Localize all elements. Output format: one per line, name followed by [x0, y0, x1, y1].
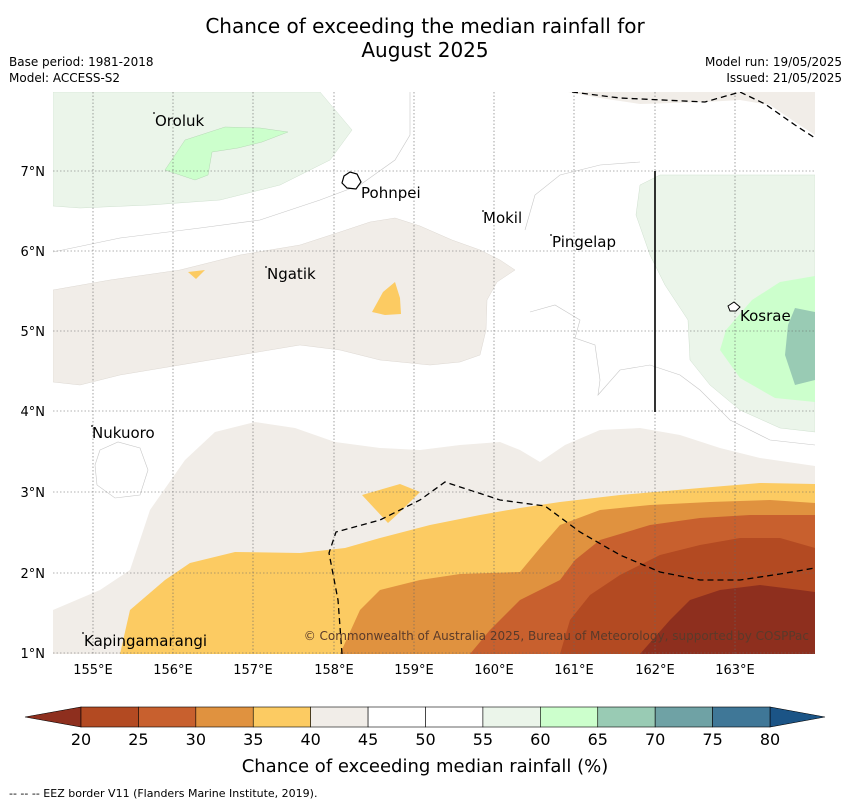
- contour-line-b: [524, 161, 641, 231]
- colorbar-tick-label: 65: [588, 730, 608, 749]
- lon-label: 161°E: [554, 663, 594, 678]
- colorbar-segment: [712, 706, 771, 728]
- probability-shading: [53, 92, 815, 654]
- lat-label: 6°N: [21, 245, 46, 260]
- place-labels: Oroluk Pohnpei Mokil Pingelap Ngatik Kos…: [82, 112, 791, 650]
- place-label-kapingamarangi: Kapingamarangi: [84, 632, 207, 650]
- lon-label: 159°E: [394, 663, 434, 678]
- top-right-40-45: [568, 92, 815, 135]
- model-label: Model: ACCESS-S2: [9, 71, 121, 85]
- colorbar-under-extension: [24, 706, 82, 728]
- colorbar-tick-label: 30: [186, 730, 206, 749]
- place-label-mokil: Mokil: [483, 209, 522, 227]
- east-region-65-70: [785, 308, 815, 385]
- colorbar-segment: [425, 706, 484, 728]
- colorbar-tick-label: 55: [473, 730, 493, 749]
- colorbar-tick-label: 40: [300, 730, 320, 749]
- colorbar-segment: [310, 706, 369, 728]
- contour-line-d: [94, 441, 149, 499]
- colorbar-segment: [138, 706, 197, 728]
- contour-line-c: [529, 304, 815, 446]
- colorbar-over-extension: [769, 706, 826, 728]
- pohnpei-island-shape: [341, 171, 362, 190]
- lat-label: 5°N: [21, 325, 46, 340]
- colorbar-segment: [80, 706, 139, 728]
- colorbar-segment: [367, 706, 426, 728]
- colorbar-tick-label: 60: [530, 730, 550, 749]
- lon-label: 157°E: [233, 663, 273, 678]
- patch-35-40-a: [188, 270, 205, 279]
- colorbar-tick-label: 80: [760, 730, 780, 749]
- place-label-pingelap: Pingelap: [552, 233, 616, 251]
- colorbar-segment: [252, 706, 311, 728]
- colorbar-segment: [482, 706, 541, 728]
- colorbar-tick-label: 25: [128, 730, 148, 749]
- north-region-60-65: [164, 126, 289, 181]
- kosrae-island-shape: [727, 301, 741, 312]
- lon-label: 158°E: [314, 663, 354, 678]
- lat-label: 3°N: [21, 486, 46, 501]
- place-label-pohnpei: Pohnpei: [361, 184, 421, 202]
- lat-label: 4°N: [21, 405, 46, 420]
- colorbar-tick-label: 75: [702, 730, 722, 749]
- colorbar-tick-label: 45: [358, 730, 378, 749]
- lon-label: 155°E: [73, 663, 113, 678]
- eez-border: [328, 92, 815, 654]
- latitude-labels: 7°N 6°N 5°N 4°N 3°N 2°N 1°N: [21, 165, 46, 662]
- chart-title-line2: August 2025: [361, 38, 489, 62]
- colorbar-segment: [540, 706, 599, 728]
- colorbar-label: Chance of exceeding median rainfall (%): [242, 756, 609, 777]
- contour-line-a: [53, 92, 411, 253]
- place-label-kosrae: Kosrae: [740, 307, 791, 325]
- graticule: [53, 92, 815, 654]
- colorbar-tick-label: 35: [243, 730, 263, 749]
- colorbar: 20 25 30 35 40 45 50 55 60 65 70 75 80: [24, 706, 826, 749]
- longitude-labels: 155°E 156°E 157°E 158°E 159°E 160°E 161°…: [73, 663, 755, 678]
- central-band-40-45: [53, 217, 516, 386]
- lon-label: 162°E: [635, 663, 675, 678]
- patch-35-40-c: [362, 484, 420, 523]
- colorbar-tick-label: 70: [645, 730, 665, 749]
- chart-title-line1: Chance of exceeding the median rainfall …: [205, 14, 645, 38]
- lon-label: 160°E: [474, 663, 514, 678]
- eez-footnote: -- -- -- EEZ border V11 (Flanders Marine…: [9, 787, 317, 800]
- lat-label: 7°N: [21, 165, 46, 180]
- colorbar-segment: [654, 706, 713, 728]
- lat-label: 1°N: [21, 647, 46, 662]
- base-period-label: Base period: 1981-2018: [9, 55, 154, 69]
- colorbar-segment: [195, 706, 254, 728]
- issued-label: Issued: 21/05/2025: [726, 71, 842, 85]
- model-run-label: Model run: 19/05/2025: [704, 55, 842, 69]
- patch-35-40-b: [372, 282, 401, 315]
- colorbar-tick-label: 20: [71, 730, 91, 749]
- place-label-nukuoro: Nukuoro: [92, 424, 155, 442]
- colorbar-segment: [597, 706, 656, 728]
- copyright-text: © Commonwealth of Australia 2025, Bureau…: [304, 629, 809, 643]
- colorbar-tick-label: 50: [415, 730, 435, 749]
- lon-label: 163°E: [715, 663, 755, 678]
- place-label-oroluk: Oroluk: [155, 112, 204, 130]
- lat-label: 2°N: [21, 567, 46, 582]
- place-label-ngatik: Ngatik: [267, 265, 316, 283]
- south-band-below-20: [640, 585, 815, 654]
- lon-label: 156°E: [153, 663, 193, 678]
